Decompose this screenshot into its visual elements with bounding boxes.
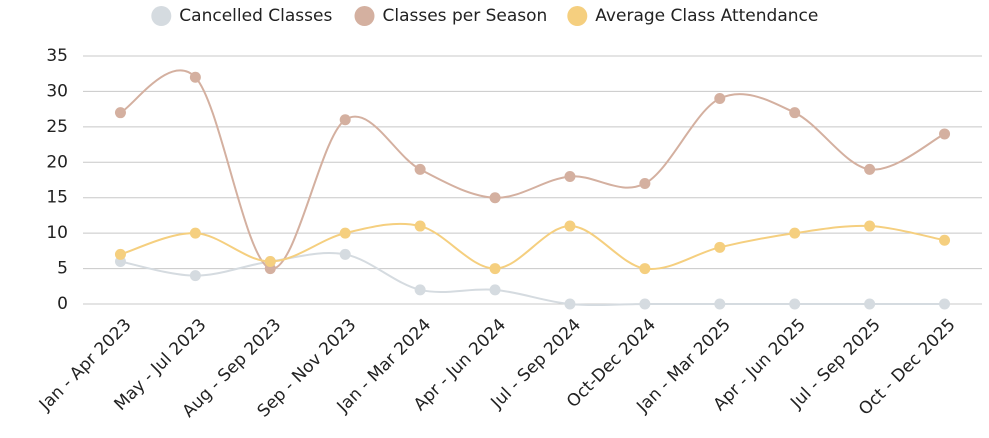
point <box>339 248 351 260</box>
point <box>414 163 426 175</box>
series-line <box>120 251 945 307</box>
point <box>939 128 951 140</box>
y-tick-label: 15 <box>46 188 68 208</box>
point <box>789 298 801 310</box>
point <box>489 263 501 275</box>
point <box>114 107 126 119</box>
legend-marker <box>151 6 172 26</box>
point <box>489 284 501 296</box>
y-tick-label: 5 <box>57 259 68 279</box>
point <box>789 107 801 119</box>
point <box>414 284 426 296</box>
point <box>339 227 351 239</box>
point <box>714 93 726 105</box>
legend-label: Cancelled Classes <box>179 6 332 26</box>
series-line <box>120 222 945 270</box>
point <box>414 220 426 232</box>
y-tick-label: 25 <box>46 117 68 137</box>
point <box>489 192 501 204</box>
legend-marker <box>567 6 588 26</box>
series-line <box>119 69 945 270</box>
point <box>939 234 951 246</box>
point <box>114 248 126 260</box>
point <box>639 178 651 190</box>
point <box>189 270 201 282</box>
point <box>714 241 726 253</box>
point <box>789 227 801 239</box>
y-tick-label: 35 <box>46 46 68 66</box>
point <box>564 170 576 182</box>
point <box>264 255 276 267</box>
point <box>864 163 876 175</box>
point <box>714 298 726 310</box>
legend-label: Classes per Season <box>383 6 548 26</box>
point <box>189 227 201 239</box>
point <box>639 263 651 275</box>
point <box>639 298 651 310</box>
y-tick-label: 20 <box>46 152 68 172</box>
point <box>339 114 351 126</box>
y-tick-label: 10 <box>46 223 68 243</box>
point <box>564 298 576 310</box>
y-tick-label: 0 <box>57 294 68 314</box>
point <box>189 71 201 83</box>
point <box>864 298 876 310</box>
legend-label: Average Class Attendance <box>595 6 818 26</box>
legend-marker <box>354 6 375 26</box>
point <box>564 220 576 232</box>
point <box>939 298 951 310</box>
point <box>864 220 876 232</box>
y-tick-label: 30 <box>46 81 68 101</box>
